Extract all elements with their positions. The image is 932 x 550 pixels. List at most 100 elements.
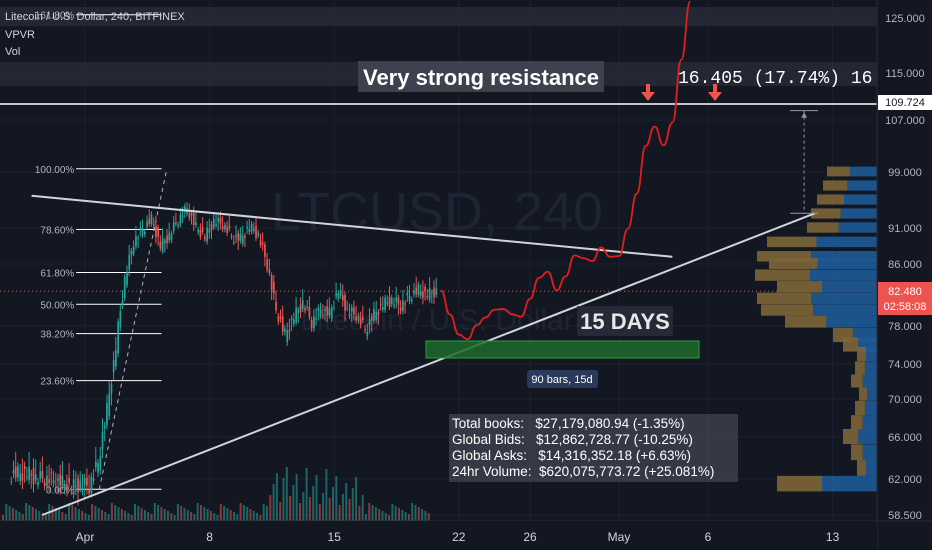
price-tick-label: 115.000 bbox=[886, 68, 925, 80]
candle-body bbox=[88, 489, 90, 494]
volume-bar bbox=[206, 509, 209, 521]
volume-bar bbox=[315, 475, 318, 521]
volume-bar bbox=[249, 509, 252, 521]
volume-bar bbox=[236, 514, 239, 521]
volume-bar bbox=[374, 507, 377, 521]
candle-body bbox=[128, 255, 131, 270]
volume-bar bbox=[332, 487, 334, 521]
candle-body bbox=[37, 481, 39, 486]
candle-body bbox=[57, 477, 59, 481]
volume-bar bbox=[64, 514, 67, 521]
price-tick-label: 58.500 bbox=[888, 510, 922, 522]
candle-body bbox=[181, 216, 184, 218]
candle-body bbox=[208, 228, 211, 233]
candle-body bbox=[326, 306, 329, 316]
price-tick-label: 70.000 bbox=[888, 394, 922, 406]
candle-body bbox=[408, 295, 411, 302]
vpvr-bar-down bbox=[761, 304, 814, 316]
candle-body bbox=[117, 321, 119, 354]
volume-bar bbox=[299, 503, 301, 521]
volume-bar bbox=[209, 511, 212, 521]
candle-body bbox=[310, 319, 313, 328]
candle-body bbox=[21, 473, 24, 481]
resistance-price-tag: 109.724 bbox=[878, 95, 932, 110]
volume-bar bbox=[216, 515, 219, 521]
vpvr-bar-down bbox=[855, 361, 865, 375]
volume-bar bbox=[259, 515, 262, 521]
volume-bar bbox=[21, 514, 24, 521]
candle-body bbox=[270, 275, 273, 290]
volume-bar bbox=[427, 513, 430, 521]
time-tick-label: Apr bbox=[76, 530, 95, 544]
time-scale-bg[interactable] bbox=[0, 521, 877, 550]
candle-body bbox=[370, 316, 373, 321]
vpvr-bar-up bbox=[811, 251, 877, 262]
volume-bar bbox=[11, 508, 14, 521]
candle-body bbox=[257, 232, 260, 236]
candle-body bbox=[301, 300, 304, 309]
volume-bar bbox=[358, 506, 361, 521]
candle-body bbox=[177, 224, 179, 226]
candle-body bbox=[375, 311, 378, 320]
candle-body bbox=[17, 466, 19, 478]
volume-bar bbox=[38, 511, 41, 521]
vpvr-bar-down bbox=[811, 208, 841, 219]
candle-body bbox=[230, 236, 233, 238]
volume-bar bbox=[312, 486, 315, 521]
volume-bar bbox=[5, 504, 8, 521]
volume-bar bbox=[150, 514, 153, 521]
candle-body bbox=[277, 315, 280, 322]
candle-body bbox=[70, 489, 73, 491]
volume-bar bbox=[411, 503, 414, 521]
stats-total-books: Total books: $27,179,080.94 (-1.35%) bbox=[452, 416, 685, 431]
volume-bar bbox=[196, 503, 199, 521]
candle-body bbox=[46, 475, 48, 487]
candle-body bbox=[264, 244, 266, 257]
volume-bar bbox=[262, 504, 265, 521]
candle-body bbox=[157, 227, 159, 237]
candle-body bbox=[373, 308, 375, 321]
volume-bar bbox=[104, 512, 107, 521]
time-tick-label: 13 bbox=[826, 530, 840, 544]
candle-body bbox=[72, 479, 75, 495]
candle-body bbox=[86, 477, 88, 486]
candle-body bbox=[75, 485, 77, 487]
candle-body bbox=[48, 479, 50, 484]
vpvr-bar-up bbox=[864, 361, 877, 375]
price-tick-label: 66.000 bbox=[888, 432, 922, 444]
vpvr-bar-up bbox=[840, 208, 877, 219]
candle-body bbox=[204, 236, 206, 240]
candle-body bbox=[288, 330, 291, 332]
date-range-box bbox=[425, 340, 700, 359]
indicator-vpvr[interactable]: VPVR bbox=[5, 29, 35, 41]
resistance-label: Very strong resistance bbox=[363, 65, 599, 90]
vpvr-bar-down bbox=[769, 258, 818, 269]
vpvr-bar-up bbox=[811, 292, 877, 305]
volume-bar bbox=[110, 503, 113, 521]
vpvr-bar-down bbox=[851, 444, 863, 461]
chart-title[interactable]: Litecoin / U.S. Dollar, 240, BITFINEX bbox=[5, 11, 185, 23]
candle-body bbox=[248, 229, 251, 233]
price-axis: 125.000 115.000 107.000 99.000 91.000 86.000 7… bbox=[885, 13, 925, 522]
volume-bar bbox=[394, 506, 397, 521]
time-tick-label: 22 bbox=[452, 530, 466, 544]
volume-bar bbox=[107, 514, 110, 521]
vpvr-bar-up bbox=[813, 304, 877, 316]
volume-bar bbox=[120, 509, 123, 521]
stats-panel-bg bbox=[449, 414, 738, 482]
volume-bar bbox=[153, 503, 156, 521]
volume-bar bbox=[97, 508, 100, 521]
candle-body bbox=[132, 246, 135, 254]
price-scale-bg[interactable] bbox=[877, 0, 932, 550]
volume-bar bbox=[269, 495, 272, 521]
candle-body bbox=[422, 291, 424, 298]
volume-bar bbox=[81, 511, 84, 521]
volume-bar bbox=[348, 499, 351, 521]
volume-bar bbox=[341, 494, 344, 521]
candle-body bbox=[139, 227, 142, 231]
down-arrow-icon bbox=[641, 84, 655, 101]
indicator-vol[interactable]: Vol bbox=[5, 46, 20, 58]
candle-body bbox=[215, 224, 217, 226]
candle-body bbox=[201, 226, 204, 232]
candle-body bbox=[266, 259, 268, 270]
